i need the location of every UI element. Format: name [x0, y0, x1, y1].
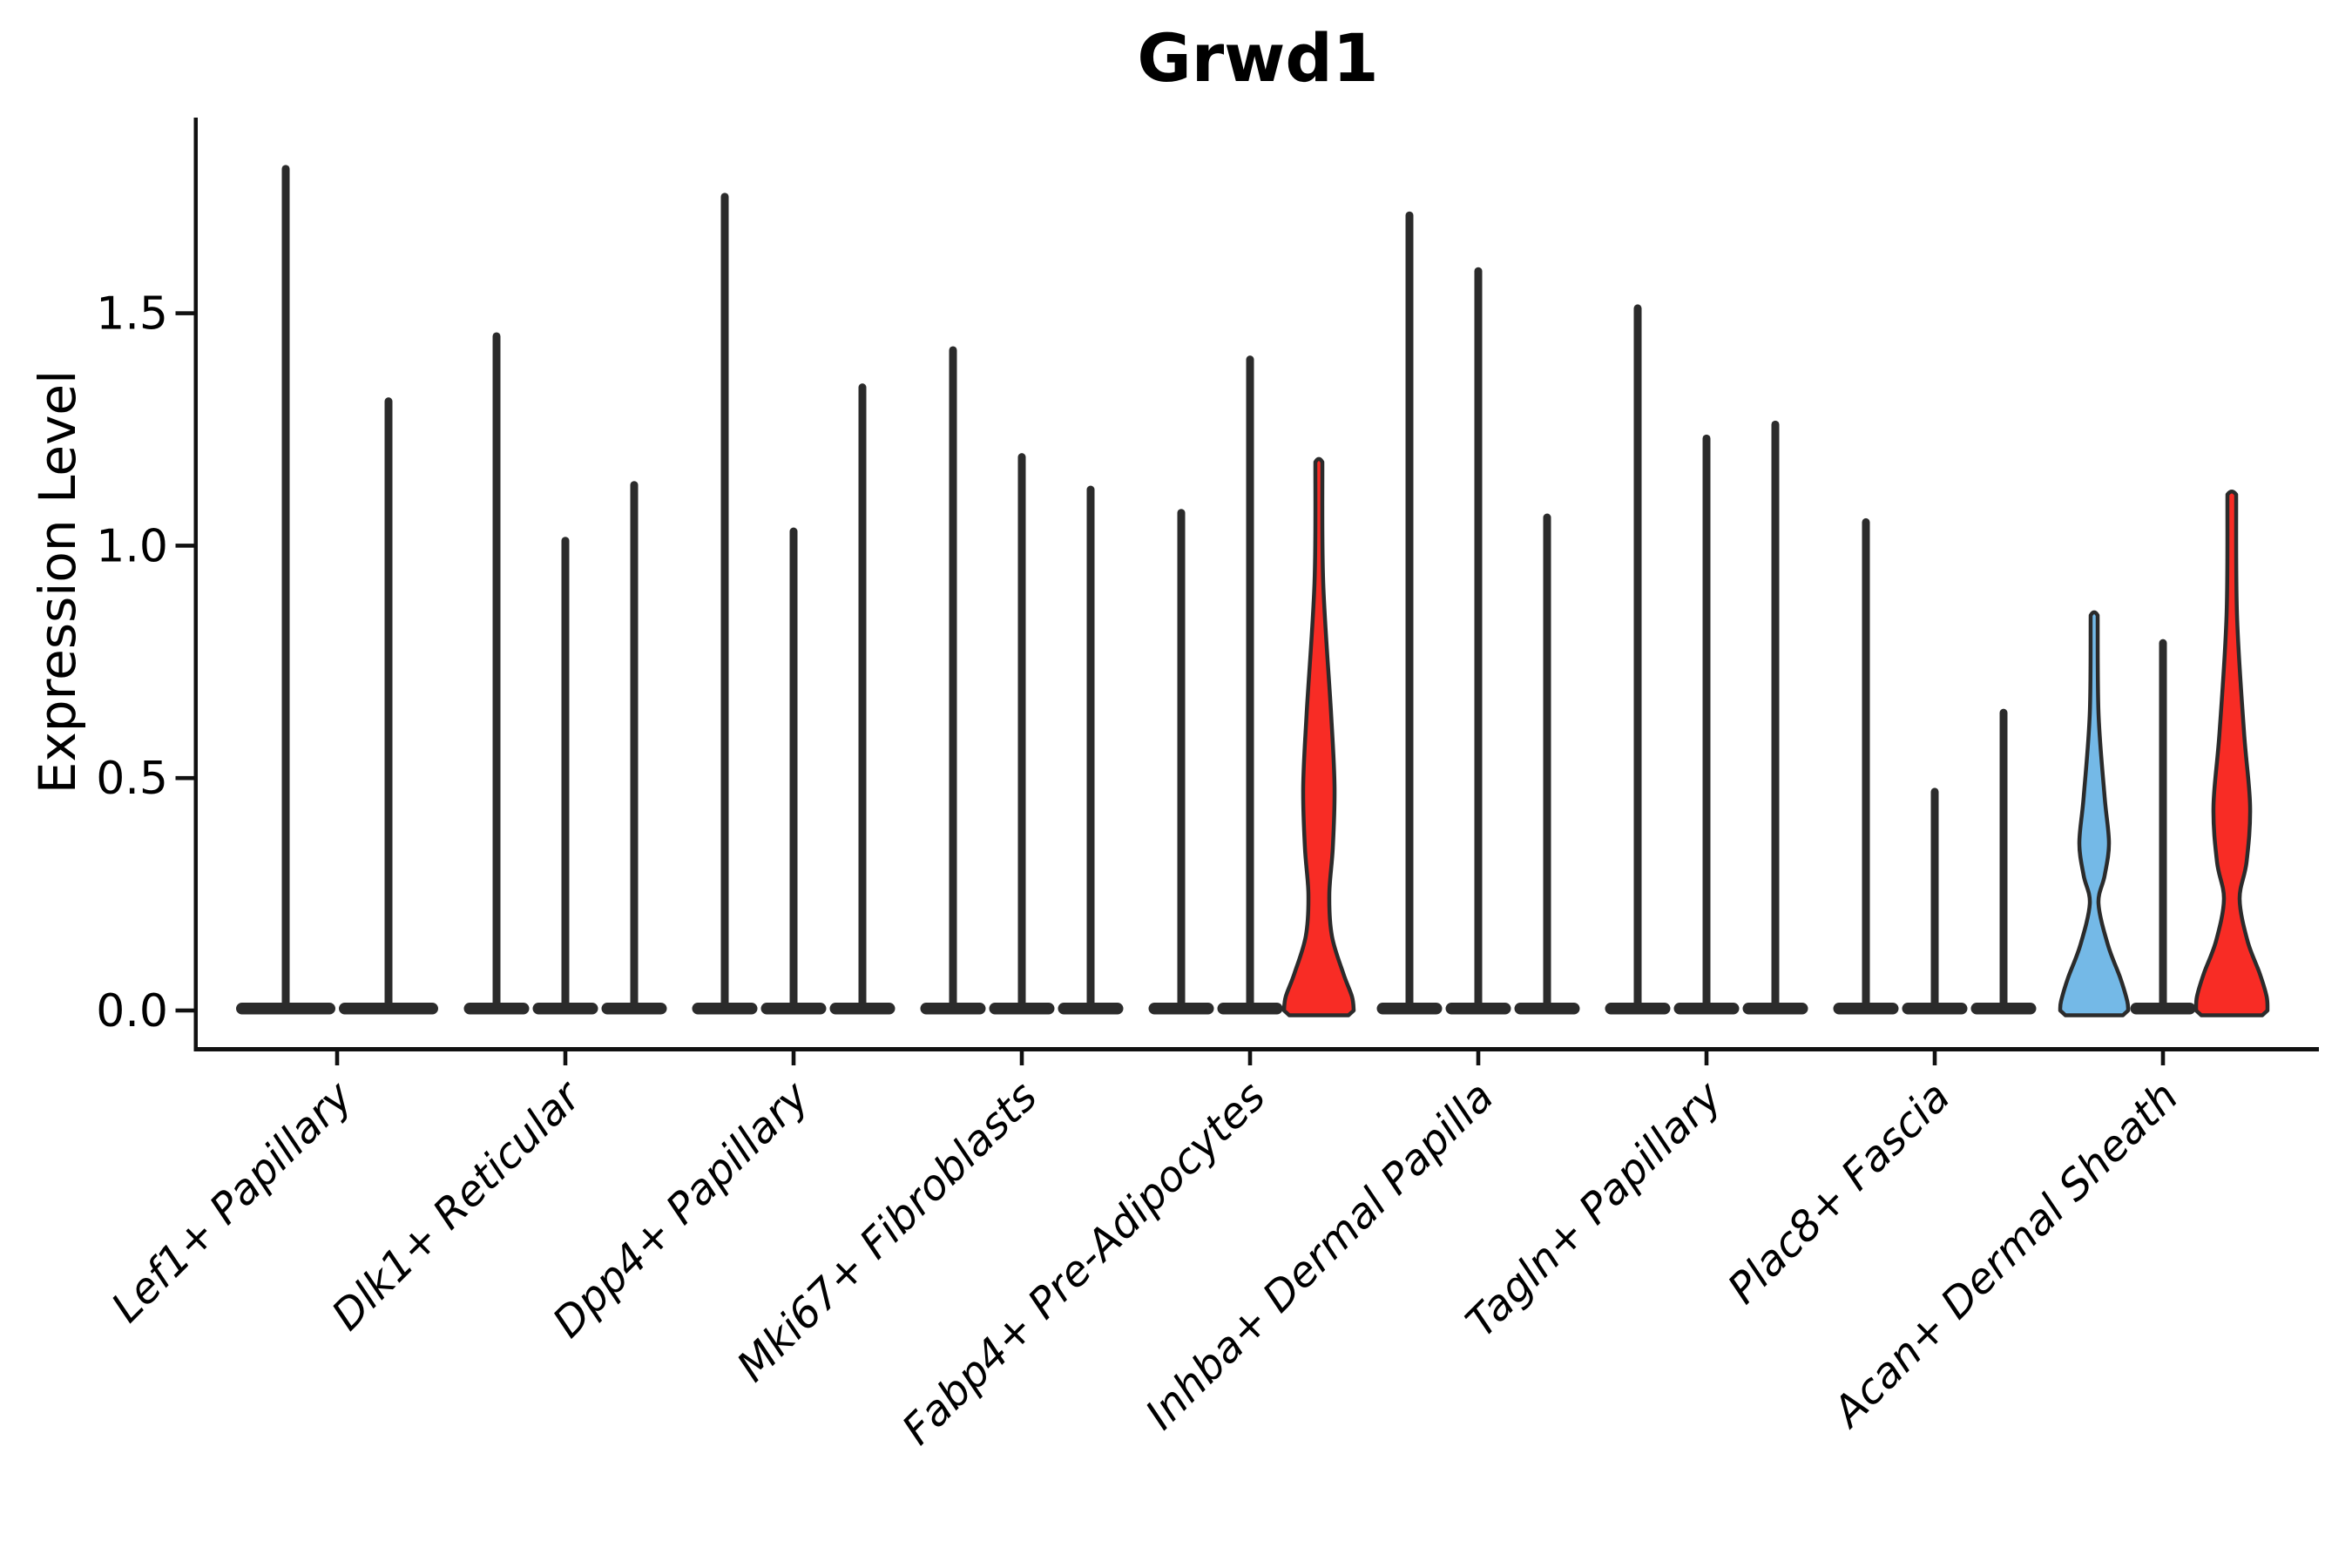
- y-axis-spine: [193, 118, 198, 1051]
- violin-base-plac8-fascia-1: [1833, 1003, 1899, 1015]
- y-tick: [175, 311, 194, 315]
- x-tick: [1932, 1050, 1937, 1065]
- y-tick-label: 1.0: [96, 520, 168, 572]
- violin-filled-red-acan-dermal-sheath: [2193, 489, 2270, 1017]
- violin-base-lef1-papillary-2: [339, 1003, 438, 1015]
- x-tick: [1019, 1050, 1024, 1065]
- x-tick-label-plac8-fascia: Plac8+ Fascia: [1719, 1072, 1960, 1314]
- violin-base-dlk1-reticular-2: [532, 1003, 598, 1015]
- violin-base-inhba-dermal-papilla-1: [1376, 1003, 1443, 1015]
- violin-base-dpp4-papillary-3: [829, 1003, 896, 1015]
- x-tick-label-tagln-papillary: Tagln+ Papillary: [1456, 1071, 1732, 1347]
- y-tick: [175, 544, 194, 548]
- violin-base-plac8-fascia-3: [1970, 1003, 2037, 1015]
- violin-base-lef1-papillary-1: [236, 1003, 335, 1015]
- x-tick: [1476, 1050, 1481, 1065]
- violin-base-mki67-fibroblasts-2: [989, 1003, 1055, 1015]
- violin-base-inhba-dermal-papilla-3: [1514, 1003, 1580, 1015]
- violin-base-dlk1-reticular-1: [463, 1003, 530, 1015]
- x-tick: [1704, 1050, 1709, 1065]
- violin-base-inhba-dermal-papilla-2: [1445, 1003, 1511, 1015]
- violin-filled-red-fabp4-pre-adipocytes: [1281, 456, 1356, 1017]
- x-tick: [335, 1050, 340, 1065]
- x-tick: [1247, 1050, 1253, 1065]
- x-axis-spine: [193, 1047, 2319, 1051]
- y-tick: [175, 1008, 194, 1013]
- violin-base-fabp4-pre-adipocytes-2: [1217, 1003, 1283, 1015]
- x-tick-label-lef1-papillary: Lef1+ Papillary: [102, 1071, 362, 1332]
- violin-base-tagln-papillary-3: [1742, 1003, 1808, 1015]
- violin-base-tagln-papillary-2: [1673, 1003, 1740, 1015]
- violin-base-dpp4-papillary-2: [760, 1003, 827, 1015]
- violin-filled-blue-acan-dermal-sheath: [2058, 610, 2131, 1017]
- y-tick-label: 0.0: [96, 985, 168, 1037]
- y-tick-label: 0.5: [96, 753, 168, 805]
- x-tick-label-dlk1-reticular: Dlk1+ Reticular: [322, 1071, 592, 1341]
- y-tick-label: 1.5: [96, 288, 168, 341]
- x-tick: [2160, 1050, 2166, 1065]
- violin-base-mki67-fibroblasts-1: [920, 1003, 986, 1015]
- chart-title: Grwd1: [1137, 19, 1379, 97]
- violin-base-mki67-fibroblasts-3: [1058, 1003, 1124, 1015]
- violin-base-tagln-papillary-1: [1605, 1003, 1671, 1015]
- x-tick: [791, 1050, 796, 1065]
- violin-base-dpp4-papillary-1: [692, 1003, 758, 1015]
- violin-base-dlk1-reticular-3: [601, 1003, 667, 1015]
- violin-base-plac8-fascia-2: [1902, 1003, 1968, 1015]
- x-tick-label-fabp4-pre-adipocytes: Fabp4+ Pre-Adipocytes: [893, 1072, 1275, 1455]
- y-tick: [175, 775, 194, 781]
- x-tick: [563, 1050, 568, 1065]
- violin-base-acan-dermal-sheath-2: [2130, 1003, 2196, 1015]
- violin-base-fabp4-pre-adipocytes-1: [1148, 1003, 1214, 1015]
